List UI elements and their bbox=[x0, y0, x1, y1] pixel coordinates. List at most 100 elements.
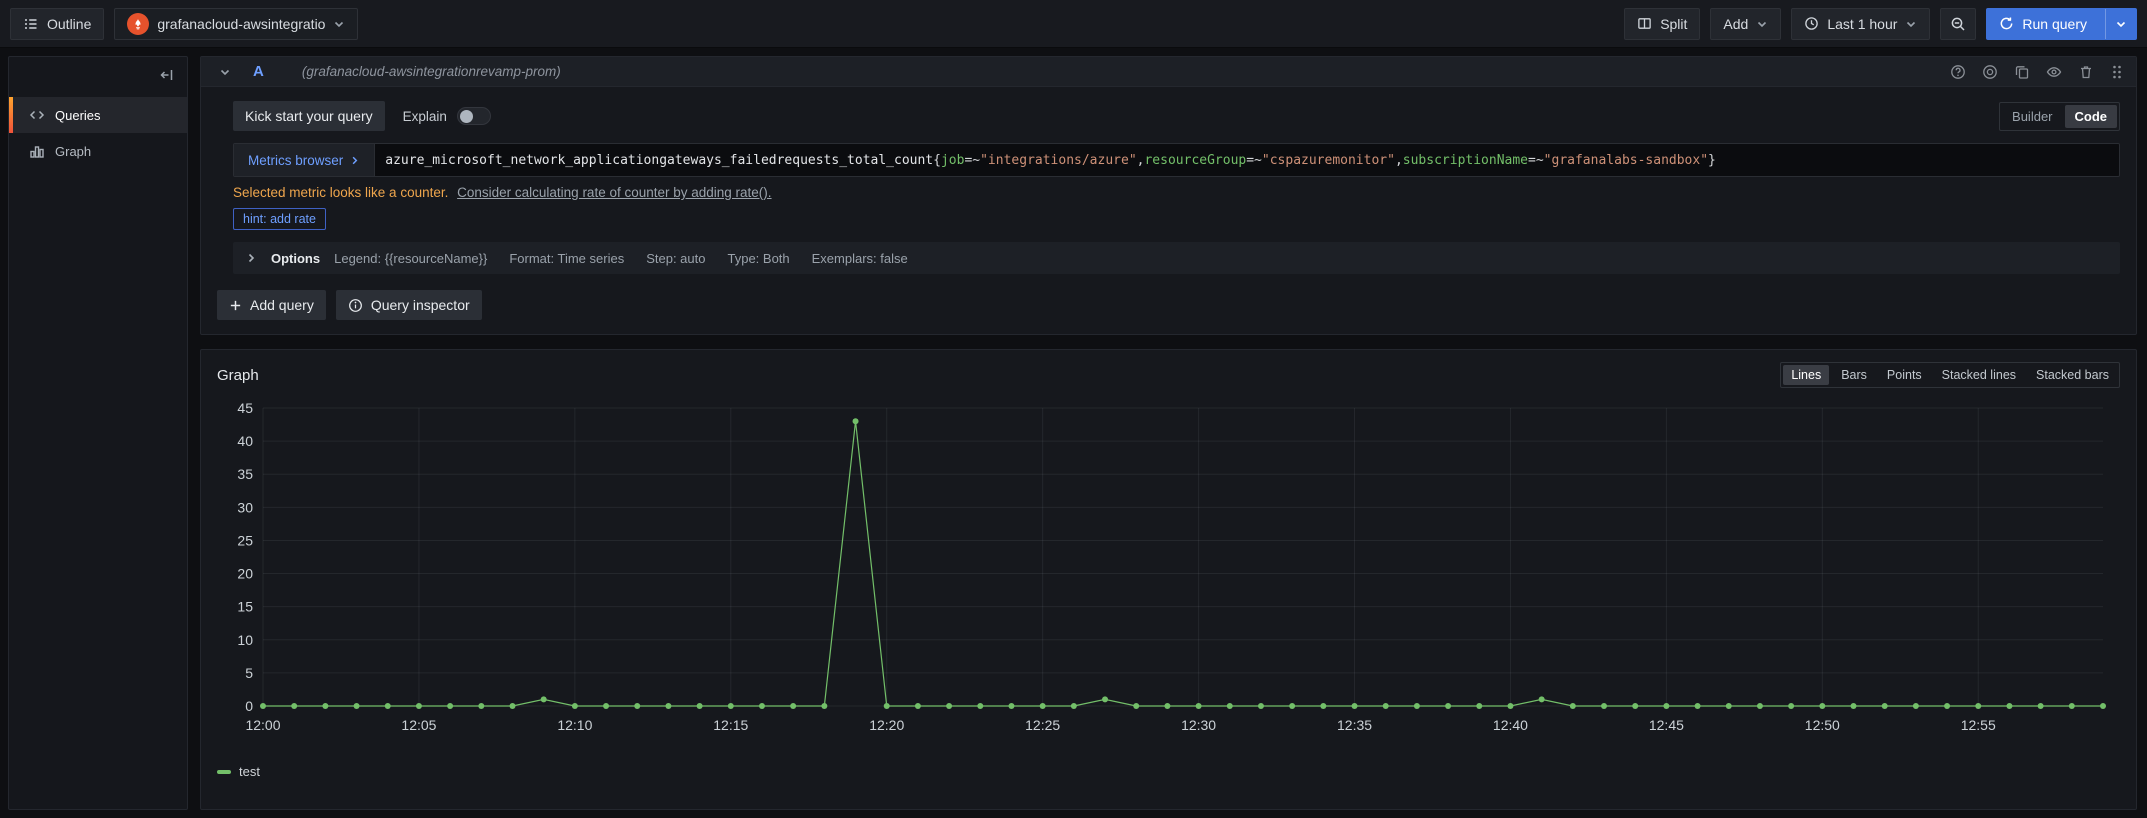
query-row-header[interactable]: A (grafanacloud-awsintegrationrevamp-pro… bbox=[201, 57, 2136, 87]
toolbar: Outline grafanacloud-awsintegrationrevam… bbox=[0, 0, 2147, 48]
graph-mode-stacked-bars[interactable]: Stacked bars bbox=[2028, 365, 2117, 385]
query-row-actions bbox=[1950, 64, 2124, 80]
code-mode-button[interactable]: Code bbox=[2064, 104, 2117, 128]
plus-icon bbox=[230, 300, 241, 310]
add-dropdown-button[interactable]: Add bbox=[1710, 7, 1782, 40]
y-tick-label: 35 bbox=[237, 466, 253, 482]
datasource-name: grafanacloud-awsintegrationrevamp-prom bbox=[157, 15, 326, 32]
record-button[interactable] bbox=[1982, 64, 1998, 80]
builder-mode-button[interactable]: Builder bbox=[2002, 105, 2062, 128]
data-point bbox=[291, 703, 298, 709]
data-point bbox=[1850, 703, 1857, 709]
outline-button[interactable]: Outline bbox=[10, 7, 105, 40]
zoom-out-button[interactable] bbox=[1940, 7, 1977, 40]
run-query-caret[interactable] bbox=[2105, 8, 2136, 39]
drag-handle[interactable] bbox=[2110, 64, 2124, 80]
explain-control: Explain bbox=[403, 107, 491, 125]
duplicate-query-button[interactable] bbox=[2014, 64, 2030, 80]
data-point bbox=[790, 703, 797, 709]
x-tick-label: 12:20 bbox=[869, 717, 904, 733]
x-tick-label: 12:45 bbox=[1649, 717, 1684, 733]
data-point bbox=[2100, 703, 2106, 709]
data-point bbox=[1632, 703, 1639, 709]
chevron-right-icon bbox=[352, 156, 358, 164]
x-tick-label: 12:35 bbox=[1337, 717, 1372, 733]
data-point bbox=[2037, 703, 2044, 709]
data-point bbox=[1289, 703, 1296, 709]
option-summary-item: Legend: {{resourceName}} bbox=[334, 250, 488, 266]
promql-query-input[interactable]: azure_microsoft_network_applicationgatew… bbox=[375, 144, 2119, 176]
time-range-label: Last 1 hour bbox=[1827, 15, 1898, 32]
metrics-browser-button[interactable]: Metrics browser bbox=[234, 144, 376, 176]
data-point bbox=[946, 703, 953, 709]
graph-mode-points[interactable]: Points bbox=[1879, 365, 1930, 385]
chevron-down-icon bbox=[1905, 18, 1917, 30]
add-query-button[interactable]: Add query bbox=[217, 290, 326, 320]
y-tick-label: 45 bbox=[237, 400, 253, 416]
clock-icon bbox=[1804, 16, 1819, 31]
hint-add-rate-button[interactable]: hint: add rate bbox=[233, 208, 326, 230]
data-point bbox=[447, 703, 454, 709]
data-point bbox=[1351, 703, 1358, 709]
data-point bbox=[1133, 703, 1140, 709]
data-point bbox=[758, 703, 765, 709]
sidebar-item-queries[interactable]: Queries bbox=[9, 97, 187, 133]
chevron-down-icon bbox=[1756, 18, 1768, 30]
graph-mode-lines[interactable]: Lines bbox=[1783, 365, 1830, 385]
data-point bbox=[2068, 703, 2075, 709]
main-layout: Queries Graph A (grafanacloud-awsintegrat… bbox=[0, 48, 2147, 818]
sidebar-item-graph[interactable]: Graph bbox=[9, 133, 187, 169]
explain-label: Explain bbox=[402, 108, 447, 124]
data-point bbox=[1102, 696, 1109, 703]
data-point bbox=[322, 703, 329, 709]
data-point bbox=[1569, 703, 1576, 709]
graph-mode-bars[interactable]: Bars bbox=[1833, 365, 1875, 385]
data-point bbox=[914, 703, 921, 709]
y-tick-label: 20 bbox=[237, 566, 253, 582]
time-range-button[interactable]: Last 1 hour bbox=[1791, 7, 1931, 40]
x-tick-label: 12:00 bbox=[245, 717, 280, 733]
graph-mode-switcher: Lines Bars Points Stacked lines Stacked bars bbox=[1780, 362, 2120, 388]
bar-chart-icon bbox=[29, 143, 45, 159]
datasource-picker[interactable]: grafanacloud-awsintegrationrevamp-prom bbox=[114, 7, 359, 40]
legend-item-test[interactable]: test bbox=[201, 762, 2136, 787]
kick-start-query-button[interactable]: Kick start your query bbox=[233, 101, 385, 131]
y-tick-label: 15 bbox=[237, 599, 253, 615]
sidebar-nav: Queries Graph bbox=[9, 97, 187, 169]
warning-rate-link[interactable]: Consider calculating rate of counter by … bbox=[457, 185, 772, 200]
data-point bbox=[384, 703, 391, 709]
editor-mode-switcher: Builder Code bbox=[1999, 101, 2120, 131]
data-point bbox=[1538, 696, 1545, 703]
warning-text: Selected metric looks like a counter. bbox=[233, 185, 449, 200]
split-label: Split bbox=[1660, 15, 1688, 32]
help-button[interactable] bbox=[1950, 64, 1966, 80]
split-button[interactable]: Split bbox=[1624, 7, 1701, 40]
split-columns-icon bbox=[1637, 16, 1652, 31]
data-point bbox=[1320, 703, 1327, 709]
data-point bbox=[2006, 703, 2013, 709]
graph-canvas[interactable]: 0 5 10 15 20 25 30 35 40 45 12:00 12:05 12:10 12:15 12… bbox=[217, 394, 2118, 762]
run-query-button[interactable]: Run query bbox=[1986, 7, 2137, 40]
query-token-punct: } bbox=[1708, 152, 1716, 168]
query-toolbar-row: Kick start your query Explain Builder Co… bbox=[233, 101, 2120, 131]
data-point bbox=[696, 703, 703, 709]
data-point bbox=[1975, 703, 1982, 709]
query-inspector-button[interactable]: Query inspector bbox=[335, 290, 482, 320]
graph-mode-stacked-lines[interactable]: Stacked lines bbox=[1934, 365, 2024, 385]
toggle-knob bbox=[459, 109, 473, 123]
metrics-browser-label: Metrics browser bbox=[248, 152, 344, 168]
option-summary-item: Step: auto bbox=[646, 250, 706, 266]
outline-list-icon bbox=[23, 16, 39, 32]
remove-query-button[interactable] bbox=[2078, 64, 2094, 80]
add-query-label: Add query bbox=[250, 297, 314, 313]
query-token-punct: , bbox=[1394, 152, 1403, 168]
counter-warning: Selected metric looks like a counter. Co… bbox=[233, 185, 2120, 200]
query-options-bar[interactable]: Options Legend: {{resourceName}} Format: … bbox=[233, 242, 2120, 274]
toggle-visibility-button[interactable] bbox=[2046, 64, 2062, 80]
refresh-icon bbox=[1999, 16, 2014, 31]
collapse-sidebar-button[interactable] bbox=[155, 63, 179, 87]
data-point bbox=[977, 703, 984, 709]
data-point bbox=[1070, 703, 1077, 709]
explain-toggle[interactable] bbox=[456, 107, 491, 125]
explore-sidebar: Queries Graph bbox=[8, 56, 188, 810]
